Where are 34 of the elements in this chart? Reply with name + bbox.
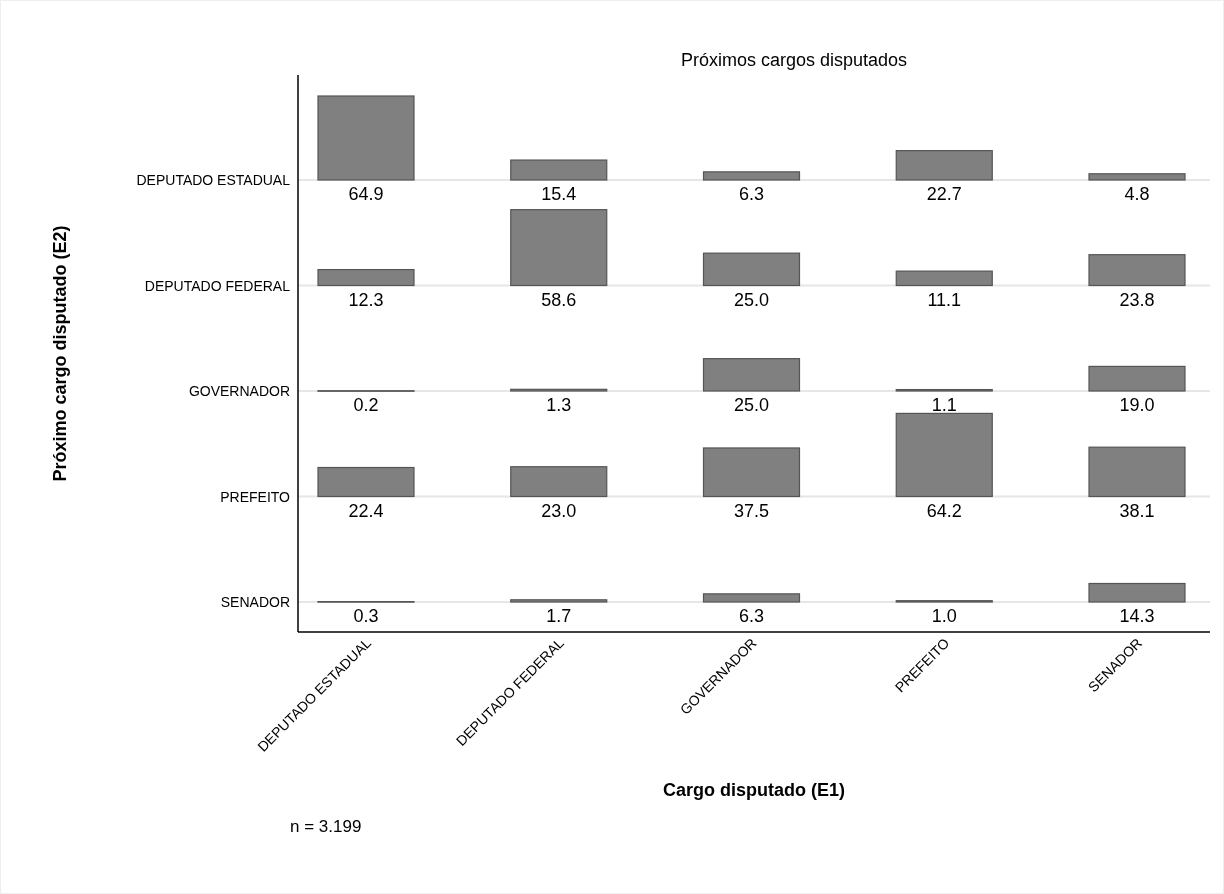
data-label: 25.0 [733,395,770,415]
data-label: 25.0 [733,289,770,310]
data-label: 64.2 [926,500,962,521]
data-label: 12.3 [348,289,384,310]
x-axis-title: Cargo disputado (E1) [662,780,846,800]
data-label: 58.6 [541,289,577,310]
chart-title: Próximos cargos disputados [680,50,908,70]
data-label: 1.7 [546,606,572,626]
y-tick-label: PREFEITO [220,488,291,505]
data-label: 23.8 [1119,289,1155,310]
data-label: 1.0 [931,606,957,626]
y-tick-label: DEPUTADO ESTADUAL [136,172,291,188]
y-tick-label: DEPUTADO FEDERAL [144,277,291,294]
data-label: 14.3 [1119,606,1155,626]
data-label: 22.4 [348,500,384,521]
data-label: 0.2 [353,395,379,415]
data-label: 22.7 [926,184,962,204]
y-tick-label: SENADOR [220,594,290,610]
y-tick-label: GOVERNADOR [188,383,290,399]
data-label: 0.3 [353,606,379,626]
data-label: 15.4 [541,184,577,204]
data-label: 1.3 [546,395,572,415]
data-label: 37.5 [733,500,770,521]
y-axis-title: Próximo cargo disputado (E2) [50,225,70,482]
text: n = 3.199 [290,817,362,836]
data-label: 64.9 [348,184,384,204]
data-label: 4.8 [1124,184,1150,204]
data-label: 6.3 [738,184,765,204]
data-label: 19.0 [1119,395,1155,415]
data-label: 1.1 [931,395,957,415]
data-label: 38.1 [1119,500,1155,521]
data-label: 23.0 [541,500,577,521]
data-label: 6.3 [738,606,765,626]
data-label: 11.1 [927,289,962,310]
